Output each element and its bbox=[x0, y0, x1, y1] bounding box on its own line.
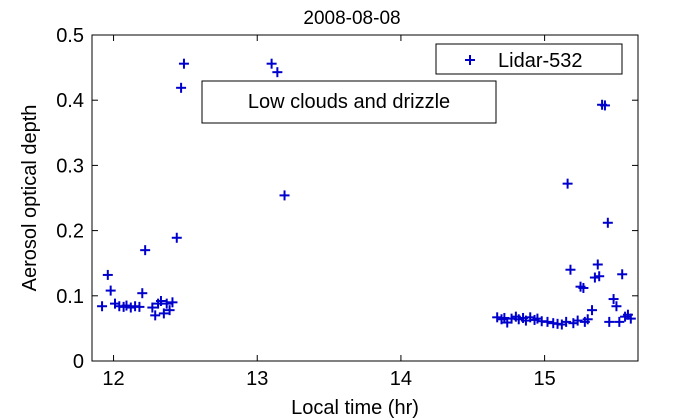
data-point bbox=[562, 178, 573, 189]
axis-tick-labels: 12 13 14 15 0 0.1 0.2 0.3 0.4 0.5 bbox=[56, 25, 556, 390]
x-axis-label: Local time (hr) bbox=[291, 397, 419, 419]
data-point bbox=[604, 316, 615, 327]
data-point bbox=[171, 232, 182, 243]
data-point bbox=[102, 269, 113, 280]
data-point bbox=[608, 294, 619, 305]
data-point bbox=[617, 269, 628, 280]
data-point bbox=[266, 58, 277, 69]
annotation-box bbox=[201, 80, 497, 124]
data-point bbox=[594, 271, 605, 282]
x-tick-label: 14 bbox=[390, 368, 412, 390]
data-point bbox=[592, 259, 603, 270]
data-point bbox=[561, 316, 572, 327]
data-point bbox=[614, 316, 625, 327]
y-tick-label: 0.3 bbox=[56, 155, 84, 177]
annotation: Low clouds and drizzle bbox=[201, 80, 497, 124]
data-point bbox=[578, 282, 589, 293]
data-point bbox=[164, 305, 175, 316]
y-tick-label: 0 bbox=[73, 351, 84, 373]
data-point bbox=[158, 308, 169, 319]
data-point bbox=[140, 245, 151, 256]
data-point bbox=[279, 190, 290, 201]
data-point bbox=[147, 302, 158, 313]
data-point bbox=[137, 288, 148, 299]
data-point bbox=[582, 314, 593, 325]
annotation-text: Low clouds and drizzle bbox=[248, 91, 450, 113]
data-point bbox=[602, 217, 613, 228]
data-point bbox=[587, 305, 598, 316]
y-tick-label: 0.5 bbox=[56, 25, 84, 47]
x-tick-label: 15 bbox=[533, 368, 555, 390]
chart-title: 2008-08-08 bbox=[303, 8, 400, 29]
x-tick-label: 12 bbox=[102, 368, 124, 390]
y-tick-label: 0.2 bbox=[56, 221, 84, 243]
data-point bbox=[599, 100, 610, 111]
data-point bbox=[625, 313, 636, 324]
data-point bbox=[565, 264, 576, 275]
x-tick-label: 13 bbox=[246, 368, 268, 390]
data-point bbox=[272, 67, 283, 78]
data-point bbox=[97, 301, 108, 312]
data-point bbox=[178, 58, 189, 69]
data-point bbox=[161, 298, 172, 309]
data-point bbox=[572, 315, 583, 326]
legend-label: Lidar-532 bbox=[498, 50, 583, 72]
data-point bbox=[176, 82, 187, 93]
axis-ticks bbox=[92, 34, 638, 362]
data-point bbox=[542, 316, 553, 327]
data-point bbox=[611, 301, 622, 312]
legend-marker bbox=[465, 55, 475, 65]
data-point bbox=[155, 296, 166, 307]
data-point bbox=[167, 297, 178, 308]
data-points bbox=[97, 58, 636, 330]
data-point bbox=[134, 301, 145, 312]
data-point bbox=[150, 310, 161, 321]
legend: Lidar-532 bbox=[435, 43, 623, 75]
y-axis-label: Aerosol optical depth bbox=[19, 105, 41, 292]
legend-marker-plus bbox=[465, 55, 475, 65]
y-tick-label: 0.4 bbox=[56, 90, 84, 112]
data-point bbox=[105, 285, 116, 296]
y-tick-label: 0.1 bbox=[56, 286, 84, 308]
